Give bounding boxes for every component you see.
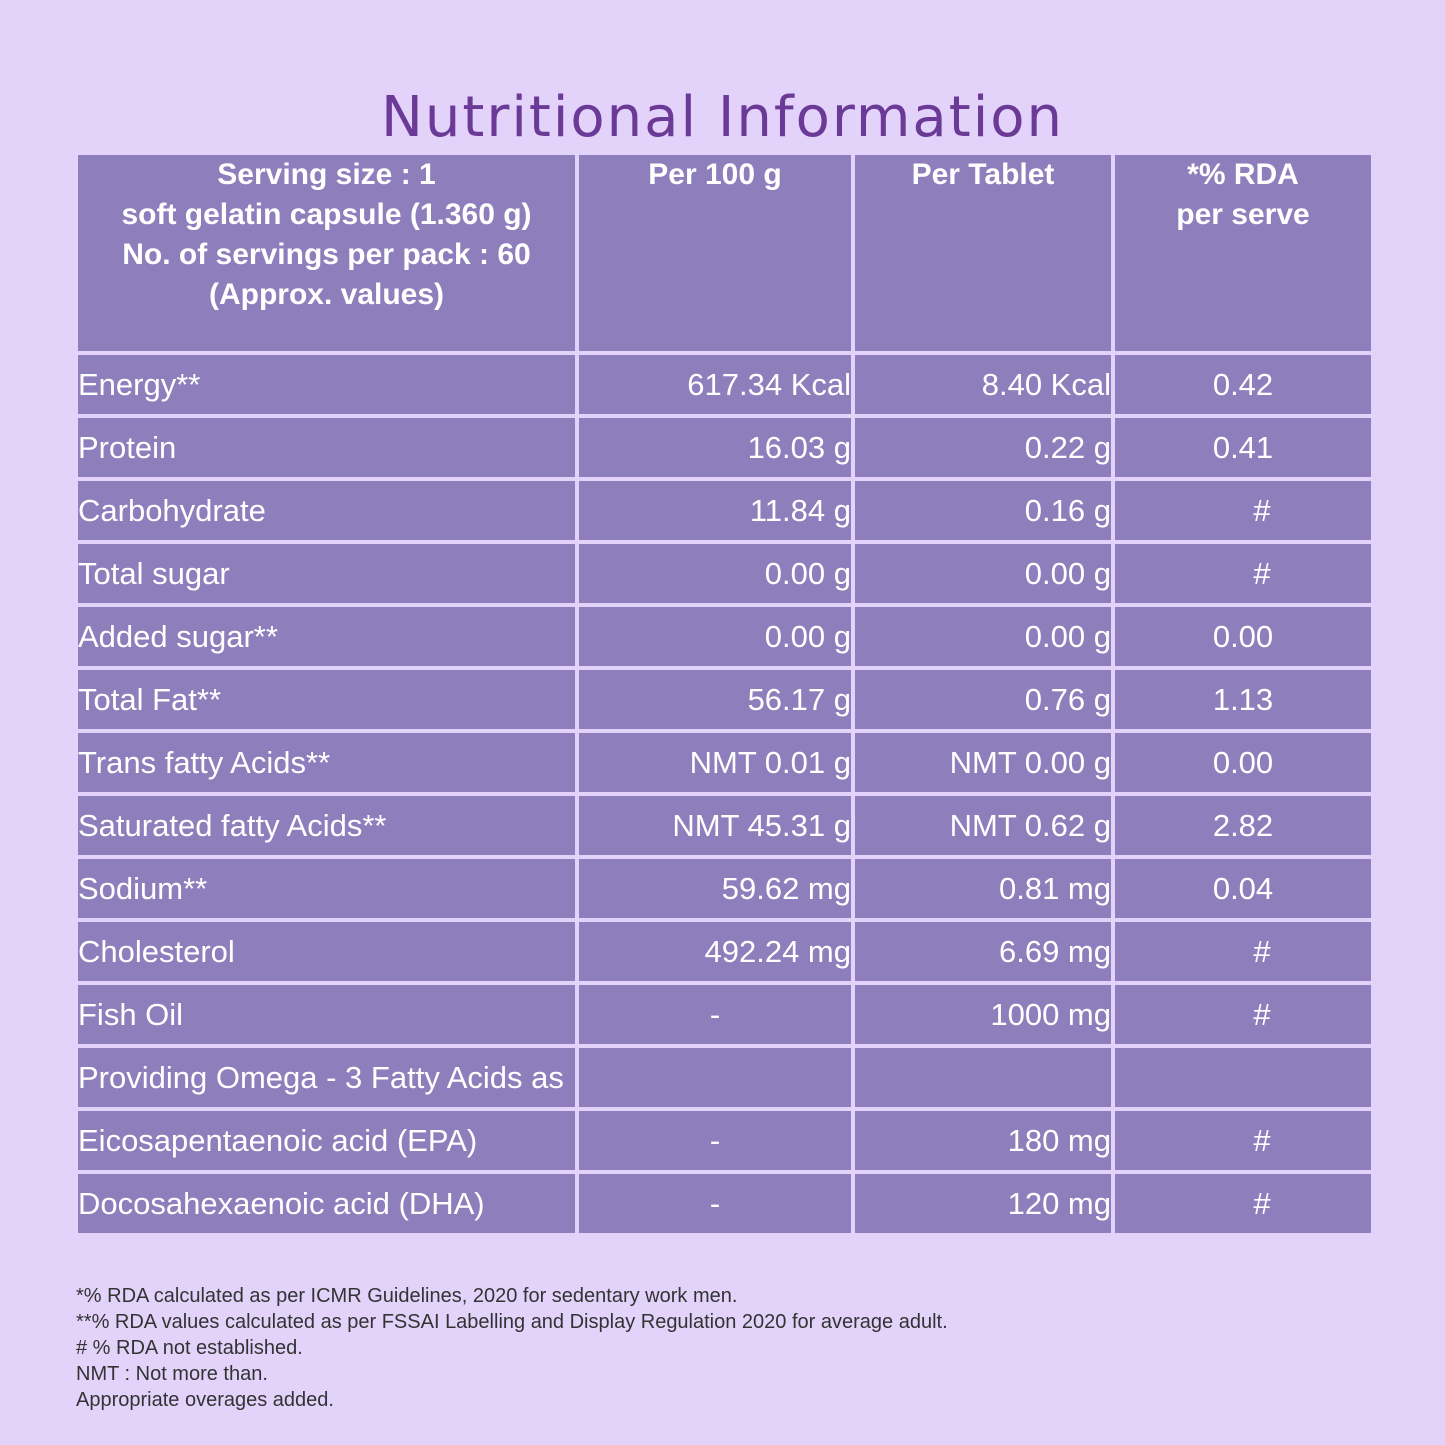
table-row: Saturated fatty Acids** NMT 45.31 g NMT 0.… [78, 796, 1371, 855]
table-row: Energy** 617.34 Kcal 8.40 Kcal 0.42 [78, 355, 1371, 414]
per-tablet-cell: NMT 0.00 g [855, 733, 1111, 792]
page-title: Nutritional Information [380, 85, 1065, 150]
rda-cell: # [1115, 544, 1371, 603]
rda-cell: 0.04 [1115, 859, 1371, 918]
footnote: *% RDA calculated as per ICMR Guidelines… [76, 1285, 738, 1307]
table-row: Eicosapentaenoic acid (EPA) -180 mg # [78, 1111, 1371, 1170]
per-100g-cell: 59.62 mg [579, 859, 851, 918]
per-100g-header: Per 100 g [579, 155, 851, 351]
rda-cell: 0.00 [1115, 607, 1371, 666]
rda-cell: 2.82 [1115, 796, 1371, 855]
table-row: Carbohydrate 11.84 g 0.16 g # [78, 481, 1371, 540]
table-row: Total Fat** 56.17 g 0.76 g 1.13 [78, 670, 1371, 729]
nutrient-name-cell: Providing Omega - 3 Fatty Acids as [78, 1048, 575, 1107]
per-tablet-header: Per Tablet [855, 155, 1111, 351]
nutrition-table: Serving size : 1 soft gelatin capsule (1… [74, 151, 1375, 1237]
per-tablet-cell: 0.16 g [855, 481, 1111, 540]
rda-cell: # [1115, 985, 1371, 1044]
per-tablet-cell: 0.76 g [855, 670, 1111, 729]
per-tablet-cell: 180 mg [855, 1111, 1111, 1170]
per-tablet-cell: 6.69 mg [855, 922, 1111, 981]
nutrient-name-cell: Total sugar [78, 544, 575, 603]
table-row: Docosahexaenoic acid (DHA) -120 mg # [78, 1174, 1371, 1233]
nutrient-name-cell: Carbohydrate [78, 481, 575, 540]
rda-cell: 1.13 [1115, 670, 1371, 729]
rda-cell: # [1115, 1111, 1371, 1170]
per-100g-cell [579, 1048, 851, 1107]
rda-cell: 0.00 [1115, 733, 1371, 792]
per-tablet-cell: 0.81 mg [855, 859, 1111, 918]
rda-cell: 0.41 [1115, 418, 1371, 477]
rda-cell: # [1115, 481, 1371, 540]
per-100g-cell: 11.84 g [579, 481, 851, 540]
table-row: Cholesterol 492.24 mg 6.69 mg # [78, 922, 1371, 981]
per-100g-cell: 492.24 mg [579, 922, 851, 981]
serving-unit-line: soft gelatin capsule (1.360 g) [121, 198, 532, 231]
serving-size-line: Serving size : 1 [217, 158, 436, 191]
nutrient-name-cell: Added sugar** [78, 607, 575, 666]
per-tablet-cell: 0.00 g [855, 544, 1111, 603]
table-row: Fish Oil -1000 mg # [78, 985, 1371, 1044]
rda-header-line-1: *% RDA [1187, 158, 1299, 191]
table-row: Protein 16.03 g 0.22 g 0.41 [78, 418, 1371, 477]
per-100g-cell: - [579, 1174, 851, 1233]
table-row: Total sugar 0.00 g 0.00 g # [78, 544, 1371, 603]
footnote: **% RDA values calculated as per FSSAI L… [76, 1311, 948, 1333]
nutrient-name-cell: Energy** [78, 355, 575, 414]
serving-info-header: Serving size : 1 soft gelatin capsule (1… [78, 155, 575, 351]
rda-cell: 0.42 [1115, 355, 1371, 414]
nutrient-name-cell: Trans fatty Acids** [78, 733, 575, 792]
per-100g-cell: NMT 0.01 g [579, 733, 851, 792]
nutrient-name-cell: Cholesterol [78, 922, 575, 981]
rda-cell: # [1115, 922, 1371, 981]
table-row: Sodium** 59.62 mg 0.81 mg 0.04 [78, 859, 1371, 918]
per-100g-cell: 617.34 Kcal [579, 355, 851, 414]
nutrient-name-cell: Eicosapentaenoic acid (EPA) [78, 1111, 575, 1170]
nutrient-name-cell: Docosahexaenoic acid (DHA) [78, 1174, 575, 1233]
nutrient-name-cell: Total Fat** [78, 670, 575, 729]
per-tablet-cell: 8.40 Kcal [855, 355, 1111, 414]
per-tablet-cell: NMT 0.62 g [855, 796, 1111, 855]
nutrition-rows: Energy** 617.34 Kcal 8.40 Kcal 0.42 Protein 1… [78, 355, 1371, 1233]
per-100g-cell: - [579, 1111, 851, 1170]
rda-cell: # [1115, 1174, 1371, 1233]
per-100g-cell: 16.03 g [579, 418, 851, 477]
approx-values-line: (Approx. values) [208, 278, 445, 311]
per-tablet-cell: 0.22 g [855, 418, 1111, 477]
rda-header: *% RDA per serve [1115, 155, 1371, 351]
table-row: Added sugar** 0.00 g 0.00 g 0.00 [78, 607, 1371, 666]
nutrient-name-cell: Fish Oil [78, 985, 575, 1044]
nutrient-name-cell: Saturated fatty Acids** [78, 796, 575, 855]
per-tablet-cell: 0.00 g [855, 607, 1111, 666]
nutrient-name-cell: Protein [78, 418, 575, 477]
footnote: # % RDA not established. [76, 1337, 303, 1359]
rda-header-line-2: per serve [1176, 198, 1310, 231]
per-100g-cell: 56.17 g [579, 670, 851, 729]
per-100g-cell: 0.00 g [579, 544, 851, 603]
per-100g-cell: - [579, 985, 851, 1044]
per-100g-cell: 0.00 g [579, 607, 851, 666]
per-tablet-cell: 1000 mg [855, 985, 1111, 1044]
per-100g-cell: NMT 45.31 g [579, 796, 851, 855]
servings-per-pack-line: No. of servings per pack : 60 [122, 238, 531, 271]
header-row: Serving size : 1 soft gelatin capsule (1… [78, 155, 1371, 351]
footnote: NMT : Not more than. [76, 1363, 268, 1385]
per-tablet-cell [855, 1048, 1111, 1107]
nutrient-name-cell: Sodium** [78, 859, 575, 918]
rda-cell [1115, 1048, 1371, 1107]
footnotes: *% RDA calculated as per ICMR Guidelines… [76, 1283, 948, 1413]
footnote: Appropriate overages added. [76, 1389, 334, 1411]
per-tablet-cell: 120 mg [855, 1174, 1111, 1233]
table-row: Providing Omega - 3 Fatty Acids as [78, 1048, 1371, 1107]
